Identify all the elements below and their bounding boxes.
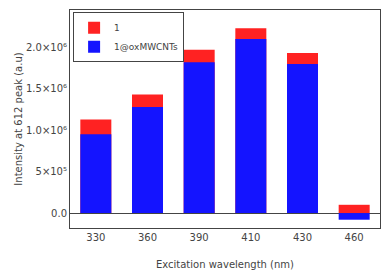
svg-text:360: 360 (138, 232, 157, 243)
svg-text:Intensity at 612 peak (a.u): Intensity at 612 peak (a.u) (13, 52, 24, 185)
svg-text:Excitation wavelength (nm): Excitation wavelength (nm) (156, 259, 294, 270)
svg-text:2.0×10⁶: 2.0×10⁶ (26, 42, 67, 53)
svg-text:1: 1 (114, 23, 120, 33)
svg-text:460: 460 (345, 232, 364, 243)
svg-text:330: 330 (86, 232, 105, 243)
svg-text:430: 430 (293, 232, 312, 243)
svg-text:1.0×10⁶: 1.0×10⁶ (26, 125, 67, 136)
svg-text:390: 390 (190, 232, 209, 243)
svg-text:1@oxMWCNTs: 1@oxMWCNTs (114, 42, 178, 52)
svg-text:5×10⁵: 5×10⁵ (36, 166, 67, 177)
svg-text:1.5×10⁶: 1.5×10⁶ (26, 83, 67, 94)
svg-text:410: 410 (241, 232, 260, 243)
svg-text:0.0: 0.0 (51, 208, 67, 219)
